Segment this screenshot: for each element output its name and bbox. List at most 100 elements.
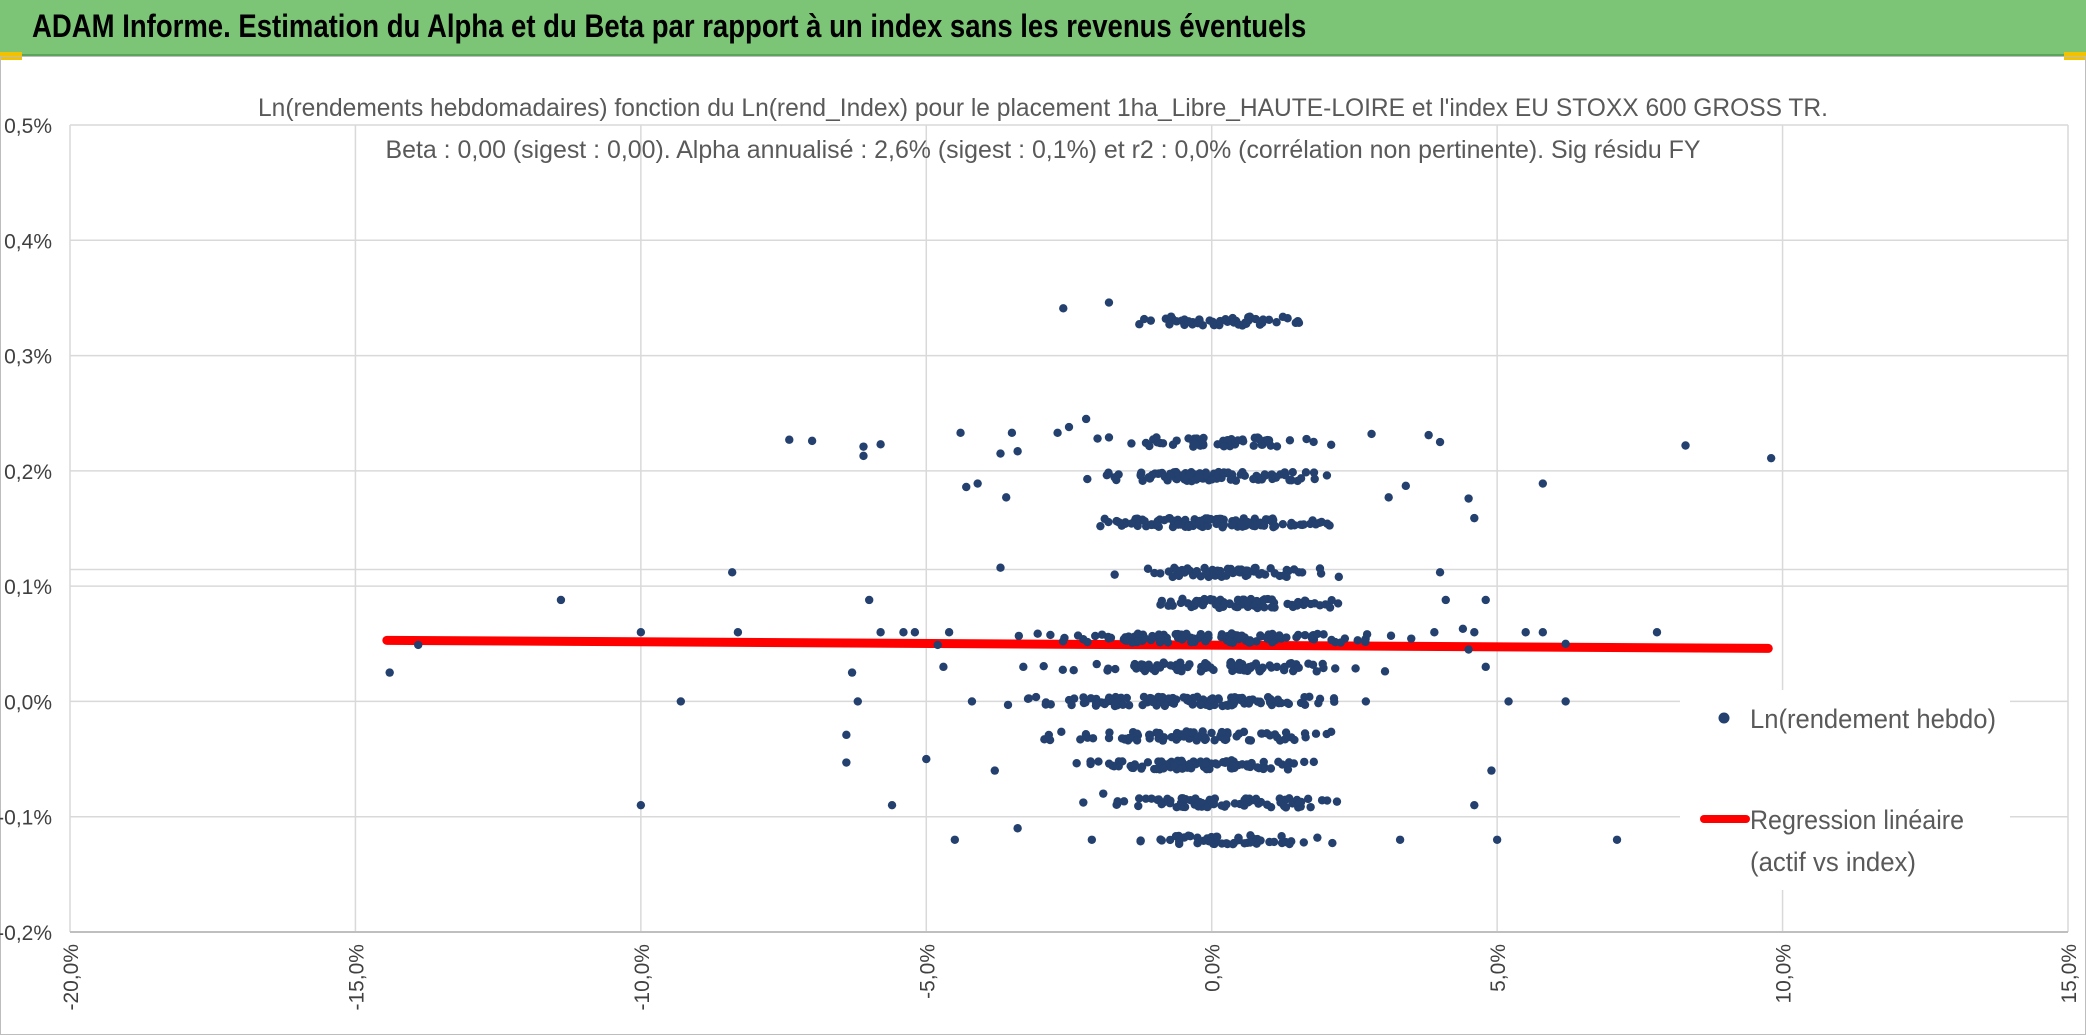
data-point — [1280, 735, 1290, 744]
data-point — [807, 436, 817, 446]
data-point — [1219, 442, 1229, 451]
data-point — [1401, 481, 1411, 491]
data-point — [1133, 519, 1142, 528]
data-point — [1150, 764, 1159, 774]
data-point — [1280, 468, 1289, 477]
data-point — [1163, 638, 1173, 647]
data-point — [853, 697, 862, 706]
data-point — [1187, 638, 1196, 647]
data-point — [1203, 802, 1212, 812]
data-point — [1302, 434, 1311, 444]
data-point — [1092, 659, 1101, 669]
data-point — [1195, 473, 1205, 483]
data-point — [1249, 474, 1258, 484]
y-tick-label: 0,5% — [4, 115, 52, 138]
y-axis-ticks: 0,5% 0,4% 0,3% 0,2% 0,1% 0,0% -0,1% -0,2% — [0, 115, 52, 945]
data-point — [859, 451, 868, 461]
data-point — [1681, 441, 1690, 450]
x-tick-label: 5,0% — [1487, 944, 1510, 992]
data-points — [385, 298, 1776, 849]
data-point — [1159, 658, 1168, 667]
data-point — [1294, 663, 1303, 672]
data-point — [1079, 798, 1088, 807]
data-point — [1115, 518, 1124, 528]
data-point — [1139, 314, 1149, 324]
data-point — [1336, 638, 1345, 647]
data-point — [1119, 797, 1129, 806]
data-point — [1172, 732, 1181, 741]
data-point — [1441, 595, 1450, 605]
data-point — [973, 479, 982, 488]
data-point — [1136, 471, 1145, 480]
legend-label-regression-line2: (actif vs index) — [1750, 847, 1916, 877]
data-point — [1312, 667, 1321, 676]
data-point — [1069, 666, 1078, 675]
data-point — [1134, 636, 1143, 646]
data-point — [1103, 664, 1113, 673]
data-point — [1276, 798, 1285, 807]
data-point — [1148, 631, 1157, 641]
data-point — [1104, 433, 1114, 442]
data-point — [1240, 839, 1249, 848]
data-point — [1104, 759, 1114, 768]
data-point — [1458, 624, 1468, 633]
data-point — [1137, 660, 1146, 669]
data-point — [1140, 633, 1149, 643]
data-point — [1143, 564, 1153, 573]
data-point — [1300, 729, 1310, 738]
data-point — [1174, 837, 1184, 846]
data-point — [1266, 564, 1275, 573]
data-point — [1059, 304, 1068, 313]
data-point — [1024, 694, 1033, 703]
data-point — [1145, 441, 1154, 451]
data-point — [1196, 629, 1206, 639]
regression-line-group — [382, 635, 1773, 653]
data-point — [1325, 603, 1335, 612]
regression-line — [382, 635, 1773, 653]
data-point — [1058, 637, 1068, 646]
data-point — [1227, 629, 1236, 638]
data-point — [1124, 701, 1134, 710]
data-point — [1487, 766, 1496, 775]
data-point — [1283, 599, 1292, 609]
data-point — [1091, 699, 1101, 708]
data-point — [1100, 514, 1109, 524]
data-point — [1430, 628, 1439, 637]
data-point — [1282, 572, 1291, 582]
data-point — [1328, 838, 1337, 848]
data-point — [1538, 628, 1548, 637]
data-point — [1230, 697, 1239, 707]
data-point — [1256, 836, 1265, 845]
data-point — [1652, 628, 1662, 637]
data-point — [1231, 516, 1240, 525]
data-point — [990, 766, 999, 775]
data-point — [1183, 599, 1193, 608]
data-point — [1470, 800, 1479, 810]
data-point — [1193, 318, 1203, 328]
data-point — [1105, 728, 1114, 737]
data-point — [1058, 665, 1068, 675]
data-point — [1361, 637, 1370, 647]
data-point — [1294, 630, 1303, 640]
data-point — [1269, 837, 1279, 847]
data-point — [1301, 596, 1310, 606]
data-point — [1481, 595, 1490, 605]
data-point — [1766, 453, 1776, 463]
data-point — [1198, 727, 1207, 736]
data-point — [1014, 631, 1024, 641]
data-point — [1196, 667, 1206, 676]
data-point — [1133, 729, 1142, 738]
y-tick-label: -0,2% — [0, 922, 52, 945]
data-point — [1380, 667, 1390, 676]
data-point — [1132, 736, 1142, 745]
data-point — [1150, 568, 1159, 578]
data-point — [1057, 727, 1066, 737]
y-tick-label: 0,4% — [4, 230, 52, 253]
data-point — [1244, 736, 1254, 745]
data-point — [1174, 571, 1184, 581]
data-point — [1033, 629, 1042, 638]
data-point — [1295, 798, 1304, 808]
data-point — [1007, 428, 1017, 438]
data-point — [414, 640, 423, 650]
data-point — [1220, 599, 1230, 608]
